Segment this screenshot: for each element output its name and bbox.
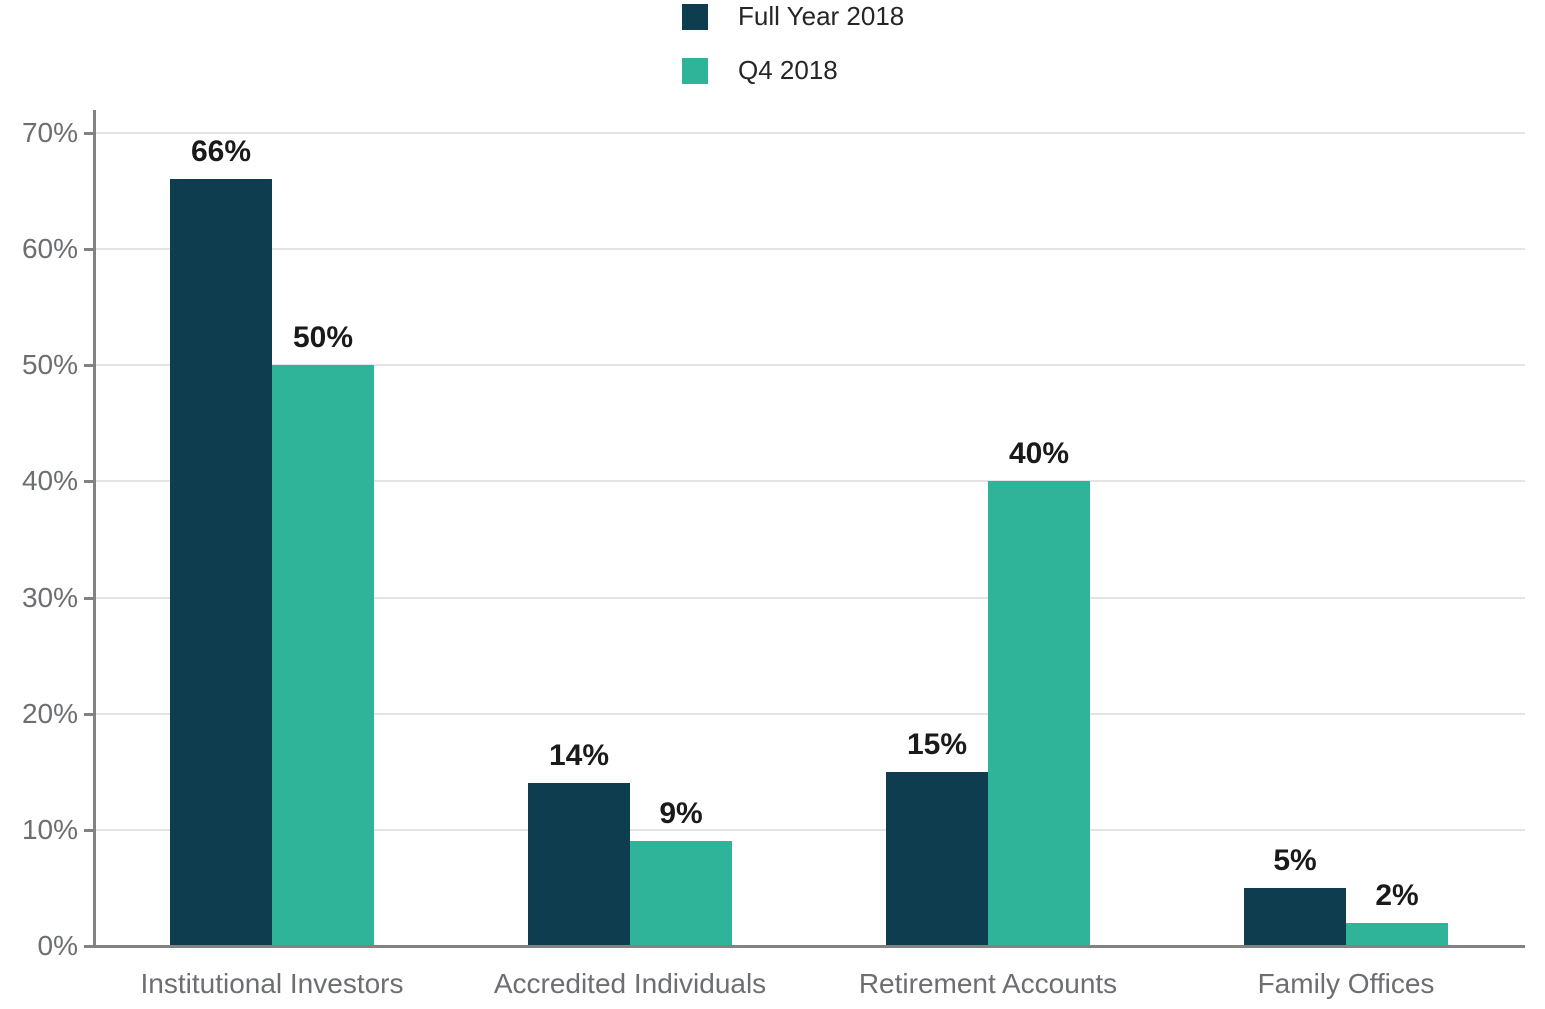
bar-q4-2018-0 xyxy=(272,365,374,946)
y-axis-line xyxy=(93,110,96,948)
bar-q4-2018-2 xyxy=(988,481,1090,946)
y-tick-label-70%: 70% xyxy=(21,117,78,148)
bar-full-year-2018-0 xyxy=(170,179,272,946)
gridline-50% xyxy=(93,364,1525,367)
bar-full-year-2018-2 xyxy=(886,771,988,946)
y-tick-mark-50% xyxy=(84,364,93,368)
legend-item-q4-2018: Q4 2018 xyxy=(682,55,904,86)
y-tick-mark-40% xyxy=(84,480,93,484)
y-tick-label-40%: 40% xyxy=(21,465,78,497)
legend-label-full-year-2018: Full Year 2018 xyxy=(738,1,905,31)
category-label-2: Retirement Accounts xyxy=(858,968,1118,999)
y-tick-label-30%: 30% xyxy=(21,581,78,613)
legend-swatch-full-year-2018 xyxy=(682,3,708,30)
y-tick-label-60%: 60% xyxy=(21,233,78,265)
y-tick-label-20%: 20% xyxy=(21,697,78,729)
value-label-full-year-2018-3: 5% xyxy=(1273,843,1317,877)
y-tick-mark-10% xyxy=(84,828,93,832)
gridline-40% xyxy=(93,480,1525,483)
bar-full-year-2018-1 xyxy=(528,783,630,946)
y-tick-mark-30% xyxy=(84,596,93,600)
value-label-q4-2018-2: 40% xyxy=(1008,437,1070,471)
legend-swatch-q4-2018 xyxy=(682,57,708,84)
category-label-1: Accredited Individuals xyxy=(493,968,767,999)
bar-q4-2018-1 xyxy=(630,841,732,946)
y-tick-label-10%: 10% xyxy=(21,813,78,845)
gridline-60% xyxy=(93,248,1525,251)
chart-legend: Full Year 2018 Q4 2018 xyxy=(682,1,904,86)
value-label-full-year-2018-2: 15% xyxy=(906,727,968,761)
gridline-10% xyxy=(93,828,1525,831)
legend-label-q4-2018: Q4 2018 xyxy=(738,55,838,85)
y-tick-label-50%: 50% xyxy=(21,349,78,381)
y-tick-mark-70% xyxy=(84,132,93,135)
gridline-20% xyxy=(93,712,1525,715)
x-axis-line xyxy=(84,945,1525,948)
y-tick-label-0%: 0% xyxy=(37,930,78,961)
value-label-full-year-2018-1: 14% xyxy=(548,739,610,773)
y-tick-mark-20% xyxy=(84,712,93,716)
gridline-70% xyxy=(93,132,1525,134)
category-label-3: Family Offices xyxy=(1257,968,1435,999)
value-label-q4-2018-3: 2% xyxy=(1375,878,1419,912)
bar-q4-2018-3 xyxy=(1346,922,1448,946)
value-label-q4-2018-0: 50% xyxy=(292,321,354,355)
y-tick-mark-60% xyxy=(84,248,93,252)
value-label-full-year-2018-0: 66% xyxy=(190,135,252,169)
legend-item-full-year-2018: Full Year 2018 xyxy=(682,1,904,32)
gridline-30% xyxy=(93,596,1525,599)
bar-full-year-2018-3 xyxy=(1244,887,1346,946)
value-label-q4-2018-1: 9% xyxy=(659,797,703,831)
category-label-0: Institutional Investors xyxy=(140,968,404,999)
